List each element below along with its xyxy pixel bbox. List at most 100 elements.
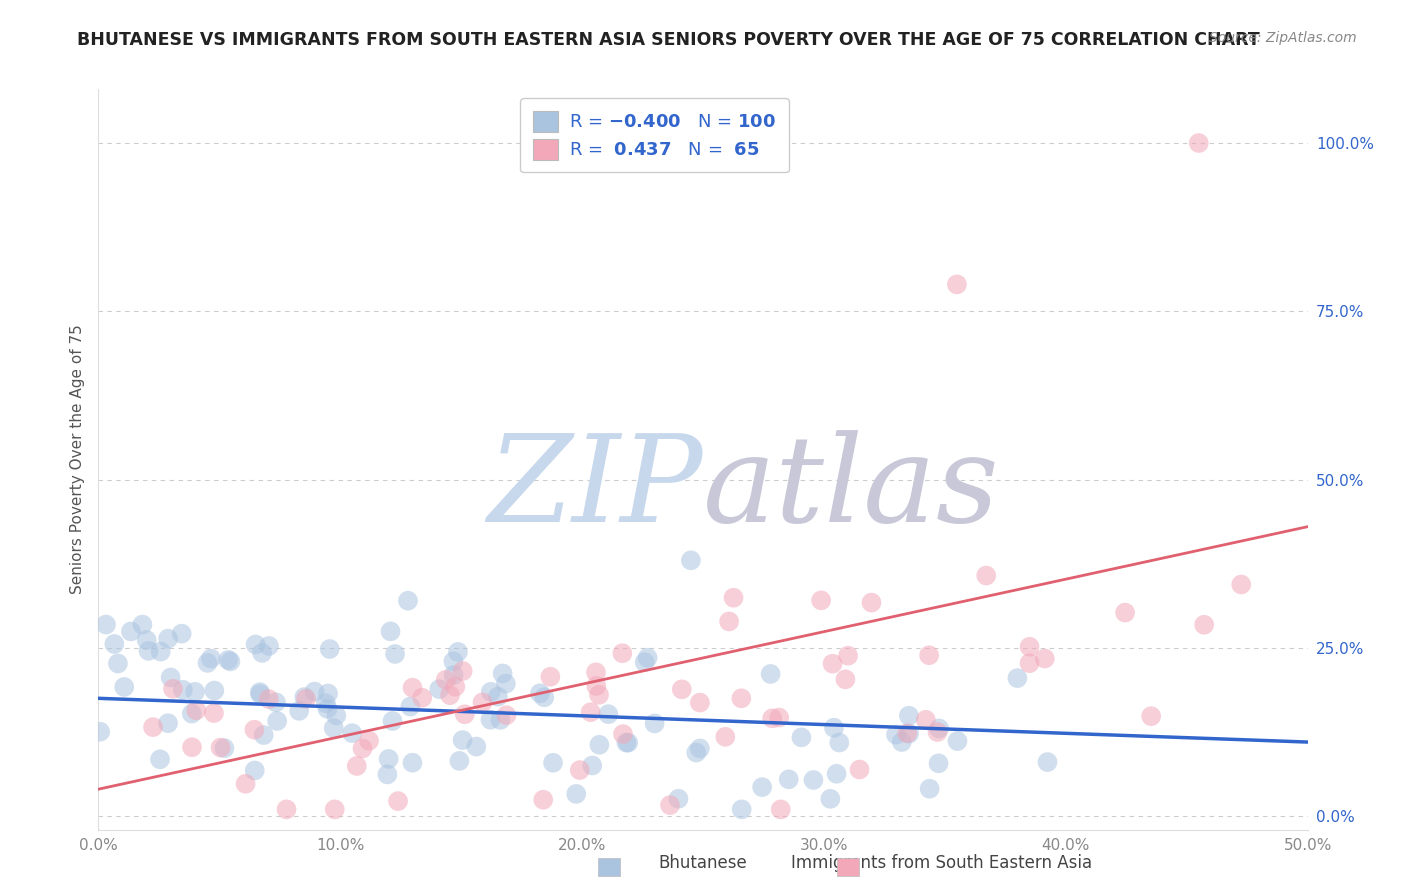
Point xyxy=(451,664,474,678)
Legend: R = $\mathbf{-0.400}$   N = $\mathbf{100}$, R = $\mathbf{\ 0.437}$   N = $\mathb: R = $\mathbf{-0.400}$ N = $\mathbf{100}$… xyxy=(520,98,789,172)
Point xyxy=(897,708,920,723)
Point xyxy=(918,648,941,663)
Point xyxy=(138,644,160,658)
Point xyxy=(381,714,404,728)
Y-axis label: Seniors Poverty Over the Age of 75: Seniors Poverty Over the Age of 75 xyxy=(69,325,84,594)
Point xyxy=(159,670,181,684)
Point xyxy=(235,777,257,791)
Point xyxy=(588,688,610,702)
Point xyxy=(249,687,271,701)
Point xyxy=(103,637,125,651)
Point xyxy=(292,690,315,704)
Point xyxy=(401,756,423,770)
Point xyxy=(565,787,588,801)
Point xyxy=(214,741,236,756)
Point xyxy=(823,721,845,735)
Point xyxy=(186,703,208,717)
Point xyxy=(778,772,800,787)
Point xyxy=(685,746,707,760)
Point xyxy=(202,683,225,698)
Point xyxy=(946,277,969,292)
Point xyxy=(927,725,949,739)
Point xyxy=(243,723,266,737)
Point xyxy=(1033,651,1056,665)
Point xyxy=(257,639,280,653)
Point xyxy=(162,681,184,696)
Point xyxy=(637,650,659,665)
Point xyxy=(322,721,344,735)
Point xyxy=(157,716,180,731)
Point xyxy=(579,705,602,719)
Point xyxy=(318,642,340,657)
Point xyxy=(860,596,883,610)
Point xyxy=(896,726,918,740)
Point xyxy=(266,714,288,728)
Point xyxy=(243,764,266,778)
Point xyxy=(325,708,347,723)
Point xyxy=(898,726,921,740)
Point xyxy=(276,802,298,816)
Point xyxy=(598,707,620,722)
Point xyxy=(614,736,637,750)
Point xyxy=(142,720,165,734)
Point xyxy=(884,728,907,742)
Point xyxy=(94,617,117,632)
Point xyxy=(668,791,690,805)
Text: Source: ZipAtlas.com: Source: ZipAtlas.com xyxy=(1209,31,1357,45)
Point xyxy=(441,655,464,669)
Point xyxy=(671,682,693,697)
Point xyxy=(304,684,326,698)
Point xyxy=(346,759,368,773)
Point xyxy=(848,763,870,777)
Point xyxy=(928,756,950,771)
Point xyxy=(834,673,856,687)
Point xyxy=(149,752,172,766)
Point xyxy=(790,731,813,745)
Point xyxy=(714,730,737,744)
Point xyxy=(529,686,551,700)
Point xyxy=(837,648,859,663)
Point xyxy=(689,696,711,710)
Point xyxy=(357,733,380,747)
Point xyxy=(1007,671,1029,685)
Point xyxy=(316,702,339,716)
Point xyxy=(444,680,467,694)
Point xyxy=(803,772,825,787)
Point xyxy=(197,656,219,670)
Point xyxy=(1114,606,1136,620)
Point xyxy=(454,707,477,722)
Point xyxy=(396,593,419,607)
Point xyxy=(928,722,950,736)
Point xyxy=(172,682,194,697)
Point xyxy=(443,668,465,682)
Point xyxy=(401,681,423,695)
Point xyxy=(541,756,564,770)
Point xyxy=(731,802,754,816)
Point xyxy=(120,624,142,639)
Point xyxy=(890,735,912,749)
Text: atlas: atlas xyxy=(703,430,1000,548)
Point xyxy=(427,682,450,697)
Point xyxy=(250,646,273,660)
Point xyxy=(918,781,941,796)
Point xyxy=(380,624,402,639)
Point xyxy=(538,670,561,684)
Text: Bhutanese: Bhutanese xyxy=(658,855,748,872)
Point xyxy=(157,632,180,646)
Point xyxy=(288,704,311,718)
Point xyxy=(723,591,745,605)
Point xyxy=(495,676,517,690)
Point xyxy=(718,615,741,629)
Point xyxy=(479,713,502,727)
Point xyxy=(264,695,287,709)
Point xyxy=(471,695,494,709)
Point xyxy=(200,651,222,665)
Point xyxy=(447,645,470,659)
Point xyxy=(1230,577,1253,591)
Point xyxy=(821,657,844,671)
Point xyxy=(323,802,346,816)
Point xyxy=(768,710,790,724)
Point xyxy=(810,593,832,607)
Point xyxy=(342,726,364,740)
Point xyxy=(495,708,517,723)
